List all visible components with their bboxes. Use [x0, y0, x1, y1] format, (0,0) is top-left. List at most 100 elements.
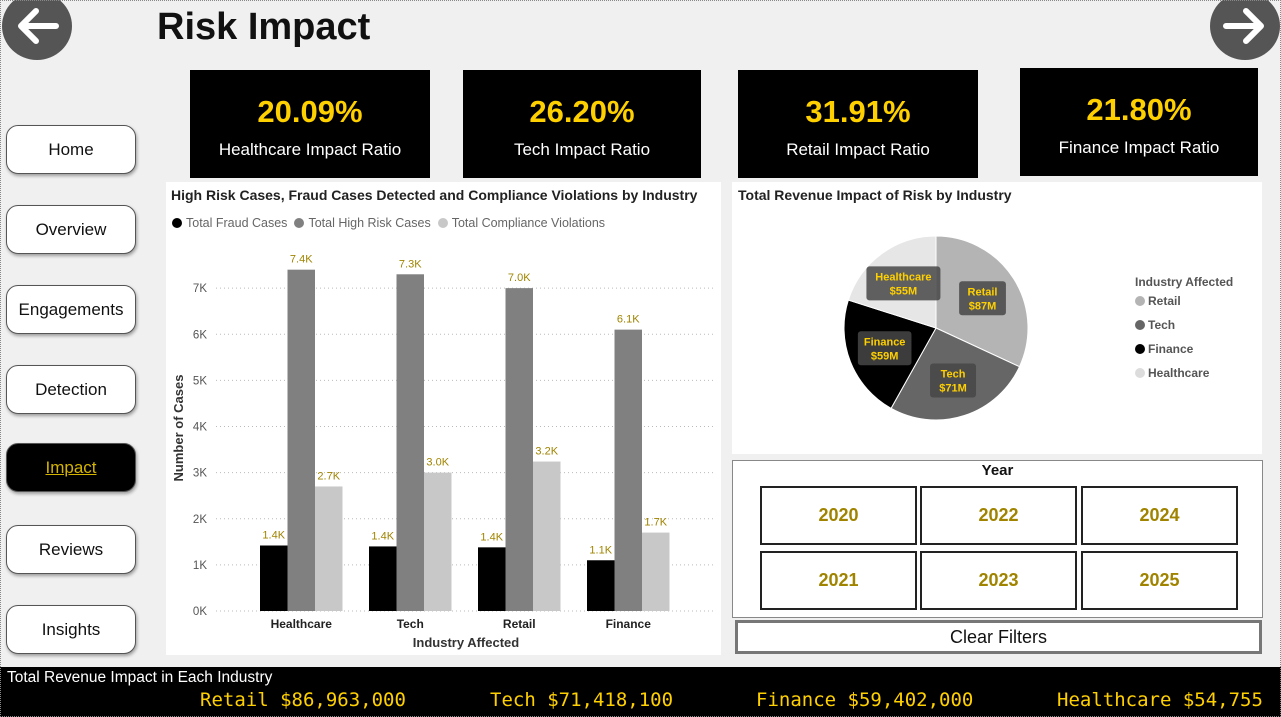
pie-chart-title: Total Revenue Impact of Risk by Industry [738, 187, 1012, 203]
arrow-right-icon [1223, 8, 1264, 44]
footer-item-finance: Finance $59,402,000 [756, 689, 974, 711]
year-button-2021[interactable]: 2021 [760, 551, 917, 610]
y-tick-label: 4K [193, 422, 207, 434]
bar-data-label: 7.3K [399, 258, 422, 270]
year-button-2020[interactable]: 2020 [760, 486, 917, 545]
pie-slice-label: Retail [968, 286, 998, 298]
bar-data-label: 1.4K [480, 531, 503, 543]
bar-data-label: 3.0K [426, 457, 449, 469]
legend-item: Total High Risk Cases [308, 216, 431, 230]
kpi-value: 21.80% [1086, 92, 1192, 127]
bar-data-label: 1.7K [644, 517, 667, 529]
kpi-card-tech: 26.20% Tech Impact Ratio [463, 70, 701, 178]
footer-item-tech: Tech $71,418,100 [490, 689, 674, 711]
legend-swatch [437, 218, 448, 228]
x-tick-label: Tech [397, 617, 424, 631]
forward-button[interactable] [1210, 0, 1280, 60]
footer-item-healthcare: Healthcare $54,755 [1057, 689, 1263, 711]
kpi-label: Healthcare Impact Ratio [218, 140, 402, 159]
pie-label-box [866, 266, 941, 301]
bar-data-label: 7.4K [290, 254, 313, 266]
pie-label-box [959, 281, 1006, 316]
arrow-left-icon [18, 8, 59, 44]
kpi-label: Retail Impact Ratio [786, 140, 930, 159]
pie-chart-panel: Total Revenue Impact of Risk by Industry… [732, 182, 1262, 454]
bar-chart-title: High Risk Cases, Fraud Cases Detected an… [171, 187, 698, 203]
x-axis-label: Industry Affected [413, 635, 519, 650]
bar-chart-legend: Total Fraud Cases Total High Risk Cases … [172, 216, 605, 230]
pie-label-box [857, 331, 912, 366]
kpi-value: 31.91% [805, 94, 911, 129]
sidebar-item-engagements[interactable]: Engagements [6, 285, 136, 334]
x-tick-label: Retail [503, 617, 536, 631]
pie-legend-swatch [1135, 344, 1145, 354]
sidebar-item-insights[interactable]: Insights [6, 605, 136, 654]
year-button-2024[interactable]: 2024 [1081, 486, 1238, 545]
pie-slice-value: $59M [871, 350, 899, 362]
pie-legend-swatch [1135, 296, 1145, 306]
bar [396, 274, 424, 611]
kpi-card-finance: 21.80% Finance Impact Ratio [1020, 68, 1258, 176]
sidebar-item-impact[interactable]: Impact [6, 443, 136, 492]
kpi-value: 26.20% [529, 94, 635, 129]
x-tick-label: Finance [606, 617, 652, 631]
legend-item: Total Fraud Cases [186, 216, 288, 230]
bar-data-label: 6.1K [617, 314, 640, 326]
pie-label-box [930, 363, 977, 398]
kpi-label: Finance Impact Ratio [1058, 138, 1220, 157]
bar [614, 329, 642, 611]
kpi-card-retail: 31.91% Retail Impact Ratio [738, 70, 978, 178]
kpi-value: 20.09% [257, 94, 363, 129]
year-button-2022[interactable]: 2022 [920, 486, 1077, 545]
pie-legend-item: Tech [1148, 318, 1175, 332]
pie-legend-item: Retail [1148, 294, 1181, 308]
bar [642, 532, 670, 611]
year-slicer-title: Year [981, 462, 1014, 479]
x-tick-label: Healthcare [271, 617, 333, 631]
bar-data-label: 7.0K [508, 272, 531, 284]
bar [587, 560, 615, 611]
y-tick-label: 3K [193, 468, 207, 480]
page-title: Risk Impact [157, 6, 371, 48]
bar [424, 472, 452, 611]
kpi-label: Tech Impact Ratio [513, 140, 651, 159]
legend-swatch [172, 218, 182, 228]
pie-slice-label: Tech [941, 369, 966, 381]
bar [287, 269, 315, 611]
footer-title: Total Revenue Impact in Each Industry [7, 669, 273, 686]
year-button-2025[interactable]: 2025 [1081, 551, 1238, 610]
footer-item-retail: Retail $86,963,000 [200, 689, 406, 711]
pie-chart: Retail $87M Tech $71M Finance $59M Healthcare $… [843, 235, 1233, 421]
pie-slice-value: $55M [890, 285, 918, 297]
bar [505, 288, 533, 611]
pie-slice-value: $87M [969, 300, 997, 312]
sidebar-item-home[interactable]: Home [6, 125, 136, 174]
back-button[interactable] [2, 0, 72, 60]
pie-slice-label: Healthcare [875, 271, 931, 283]
bar [315, 486, 343, 611]
year-button-2023[interactable]: 2023 [920, 551, 1077, 610]
bar [260, 545, 288, 611]
y-tick-label: 1K [193, 560, 207, 572]
bar-data-label: 3.2K [535, 446, 558, 458]
sidebar-item-detection[interactable]: Detection [6, 365, 136, 414]
revenue-footer: Total Revenue Impact in Each Industry Re… [0, 667, 1281, 717]
sidebar-item-reviews[interactable]: Reviews [6, 525, 136, 574]
clear-filters-button[interactable]: Clear Filters [735, 620, 1262, 654]
legend-swatch [294, 218, 305, 228]
y-axis-label: Number of Cases [171, 375, 186, 482]
y-tick-label: 2K [193, 514, 207, 526]
bar-data-label: 1.4K [371, 530, 394, 542]
legend-item: Total Compliance Violations [451, 216, 606, 230]
bar-data-label: 2.7K [317, 470, 340, 482]
pie-legend-item: Finance [1148, 342, 1194, 356]
pie-legend-item: Healthcare [1148, 366, 1210, 380]
year-slicer: Year 2020 2022 2024 2021 2023 2025 [732, 460, 1263, 618]
sidebar-item-overview[interactable]: Overview [6, 205, 136, 254]
bar-chart-panel: High Risk Cases, Fraud Cases Detected an… [166, 182, 721, 655]
pie-legend-swatch [1135, 320, 1145, 330]
bar-chart: 0K 1K 2K 3K 4K 5K 6K 7K 1.4K 7.4K 2.7K Healthcare 1.… [171, 254, 714, 650]
y-tick-label: 7K [193, 283, 207, 295]
bar [369, 546, 397, 611]
bar [533, 461, 561, 611]
